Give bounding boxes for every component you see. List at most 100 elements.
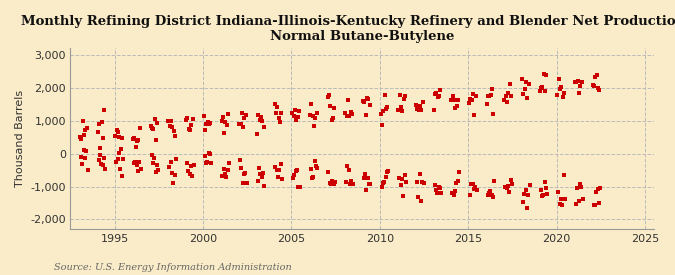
Point bbox=[396, 177, 407, 182]
Point bbox=[239, 172, 250, 177]
Point bbox=[414, 171, 425, 176]
Point bbox=[171, 156, 182, 161]
Point bbox=[486, 193, 497, 198]
Point bbox=[592, 187, 603, 192]
Point bbox=[238, 125, 248, 129]
Point bbox=[290, 168, 301, 173]
Point bbox=[503, 91, 514, 95]
Point bbox=[413, 194, 424, 199]
Point bbox=[436, 191, 447, 195]
Point bbox=[322, 95, 333, 99]
Point bbox=[115, 167, 126, 171]
Point bbox=[378, 109, 389, 113]
Point bbox=[433, 94, 444, 98]
Point bbox=[346, 112, 357, 117]
Point bbox=[152, 121, 163, 125]
Point bbox=[221, 175, 232, 179]
Point bbox=[310, 164, 321, 168]
Point bbox=[466, 182, 477, 186]
Point bbox=[98, 136, 109, 140]
Point bbox=[360, 171, 371, 176]
Point bbox=[95, 146, 106, 150]
Point bbox=[304, 113, 315, 117]
Point bbox=[595, 185, 605, 190]
Point bbox=[274, 168, 285, 172]
Point bbox=[188, 162, 199, 167]
Point bbox=[168, 129, 179, 134]
Point bbox=[220, 120, 231, 124]
Point bbox=[359, 100, 370, 104]
Point bbox=[169, 134, 180, 139]
Point bbox=[308, 175, 319, 180]
Point bbox=[325, 180, 335, 185]
Point bbox=[78, 119, 88, 123]
Point bbox=[204, 122, 215, 126]
Point bbox=[258, 125, 269, 129]
Point bbox=[500, 185, 511, 189]
Point bbox=[110, 134, 121, 138]
Point bbox=[76, 137, 87, 142]
Point bbox=[362, 96, 373, 100]
Point bbox=[431, 188, 441, 192]
Point bbox=[327, 179, 338, 183]
Point bbox=[454, 170, 464, 174]
Point bbox=[591, 190, 601, 194]
Point bbox=[577, 197, 588, 201]
Point bbox=[111, 128, 122, 132]
Point bbox=[241, 181, 252, 186]
Point bbox=[238, 181, 248, 185]
Point bbox=[344, 167, 354, 172]
Point bbox=[97, 120, 107, 124]
Point bbox=[345, 181, 356, 186]
Point bbox=[168, 181, 179, 185]
Point bbox=[341, 114, 352, 118]
Point bbox=[469, 113, 480, 118]
Point bbox=[574, 91, 585, 95]
Point bbox=[542, 191, 553, 196]
Point bbox=[539, 72, 549, 77]
Point bbox=[132, 139, 142, 144]
Point bbox=[576, 185, 587, 189]
Point bbox=[593, 200, 604, 205]
Point bbox=[376, 185, 387, 190]
Point bbox=[519, 87, 530, 91]
Point bbox=[183, 169, 194, 174]
Point bbox=[293, 185, 304, 189]
Point bbox=[431, 91, 441, 95]
Point bbox=[115, 147, 126, 151]
Point bbox=[99, 108, 110, 112]
Point bbox=[397, 109, 408, 113]
Point bbox=[342, 98, 353, 103]
Point bbox=[524, 183, 535, 187]
Point bbox=[163, 118, 174, 123]
Point bbox=[361, 188, 372, 192]
Point bbox=[587, 83, 598, 87]
Point bbox=[506, 94, 516, 98]
Point bbox=[412, 180, 423, 185]
Point bbox=[416, 180, 427, 185]
Point bbox=[165, 160, 176, 164]
Point bbox=[435, 88, 446, 92]
Point bbox=[487, 195, 498, 199]
Point bbox=[400, 94, 410, 98]
Point bbox=[76, 155, 86, 159]
Point bbox=[290, 107, 300, 112]
Text: Source: U.S. Energy Information Administration: Source: U.S. Energy Information Administ… bbox=[54, 263, 292, 272]
Point bbox=[294, 184, 305, 189]
Point bbox=[203, 151, 214, 155]
Point bbox=[222, 168, 233, 173]
Point bbox=[323, 93, 334, 97]
Point bbox=[518, 199, 529, 204]
Point bbox=[558, 173, 569, 177]
Point bbox=[325, 103, 335, 108]
Point bbox=[288, 176, 298, 180]
Point bbox=[275, 162, 286, 167]
Point bbox=[235, 158, 246, 162]
Point bbox=[559, 91, 570, 95]
Point bbox=[329, 106, 340, 110]
Point bbox=[506, 182, 517, 186]
Point bbox=[487, 86, 497, 91]
Point bbox=[255, 115, 266, 119]
Point bbox=[418, 181, 429, 186]
Point bbox=[538, 193, 549, 198]
